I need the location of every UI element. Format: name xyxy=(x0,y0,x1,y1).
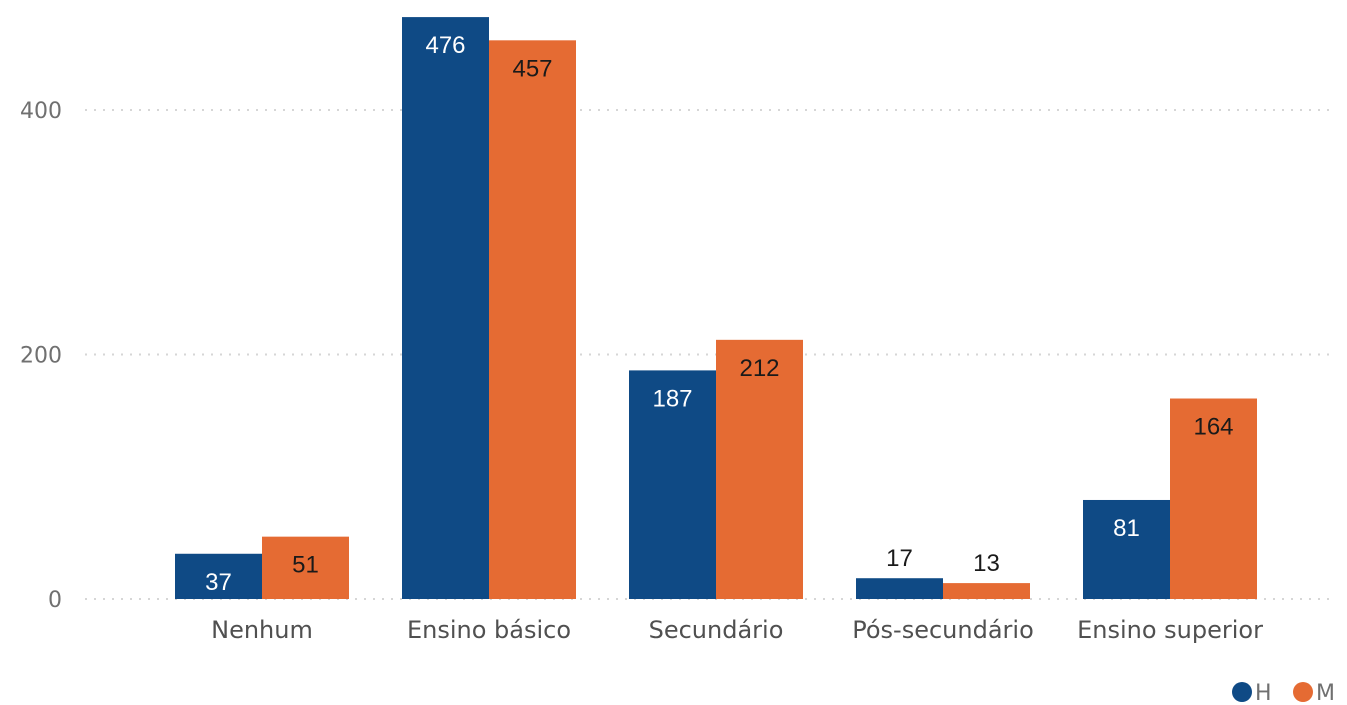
bar-pos-secundario-h xyxy=(856,578,943,599)
bar-pos-secundario-m xyxy=(943,583,1030,599)
legend-marker-h xyxy=(1232,682,1252,702)
legend-label-h: H xyxy=(1255,681,1272,705)
bar-secundario-m xyxy=(716,339,803,599)
y-tick-label-200: 200 xyxy=(20,344,62,369)
value-label-ensino-superior-h: 81 xyxy=(1113,515,1140,542)
value-label-ensino-superior-m: 164 xyxy=(1193,414,1233,441)
value-labels: 37 51 476 457 187 212 17 13 81 164 xyxy=(205,32,1233,596)
legend-marker-m xyxy=(1293,682,1313,702)
x-tick-label-secundario: Secundário xyxy=(649,616,784,644)
value-label-nenhum-m: 51 xyxy=(292,552,319,579)
bar-ensino-basico-h xyxy=(402,17,489,599)
bars xyxy=(175,17,1257,599)
value-label-secundario-m: 212 xyxy=(739,355,779,382)
bar-nenhum-h xyxy=(175,553,262,599)
legend-label-m: M xyxy=(1316,681,1335,705)
bar-nenhum-m xyxy=(262,536,349,599)
y-tick-label-400: 400 xyxy=(20,99,62,124)
x-tick-label-ensino-superior: Ensino superior xyxy=(1077,616,1263,644)
bar-ensino-superior-h xyxy=(1083,499,1170,599)
y-tick-label-0: 0 xyxy=(48,588,62,613)
value-label-pos-secundario-h: 17 xyxy=(886,545,913,572)
value-label-secundario-h: 187 xyxy=(652,385,692,412)
y-axis: 0 200 400 xyxy=(20,99,62,613)
bar-secundario-h xyxy=(629,370,716,599)
value-label-pos-secundario-m: 13 xyxy=(973,550,1000,577)
bar-ensino-basico-m xyxy=(489,40,576,599)
bar-ensino-superior-m xyxy=(1170,398,1257,599)
value-label-ensino-basico-m: 457 xyxy=(512,55,552,82)
x-axis: Nenhum Ensino básico Secundário Pós-secundá… xyxy=(211,616,1263,644)
x-tick-label-nenhum: Nenhum xyxy=(211,616,313,644)
value-label-nenhum-h: 37 xyxy=(205,569,232,596)
value-label-ensino-basico-h: 476 xyxy=(425,32,465,59)
x-tick-label-ensino-basico: Ensino básico xyxy=(407,616,571,644)
x-tick-label-pos-secundario: Pós-secundário xyxy=(852,616,1034,644)
